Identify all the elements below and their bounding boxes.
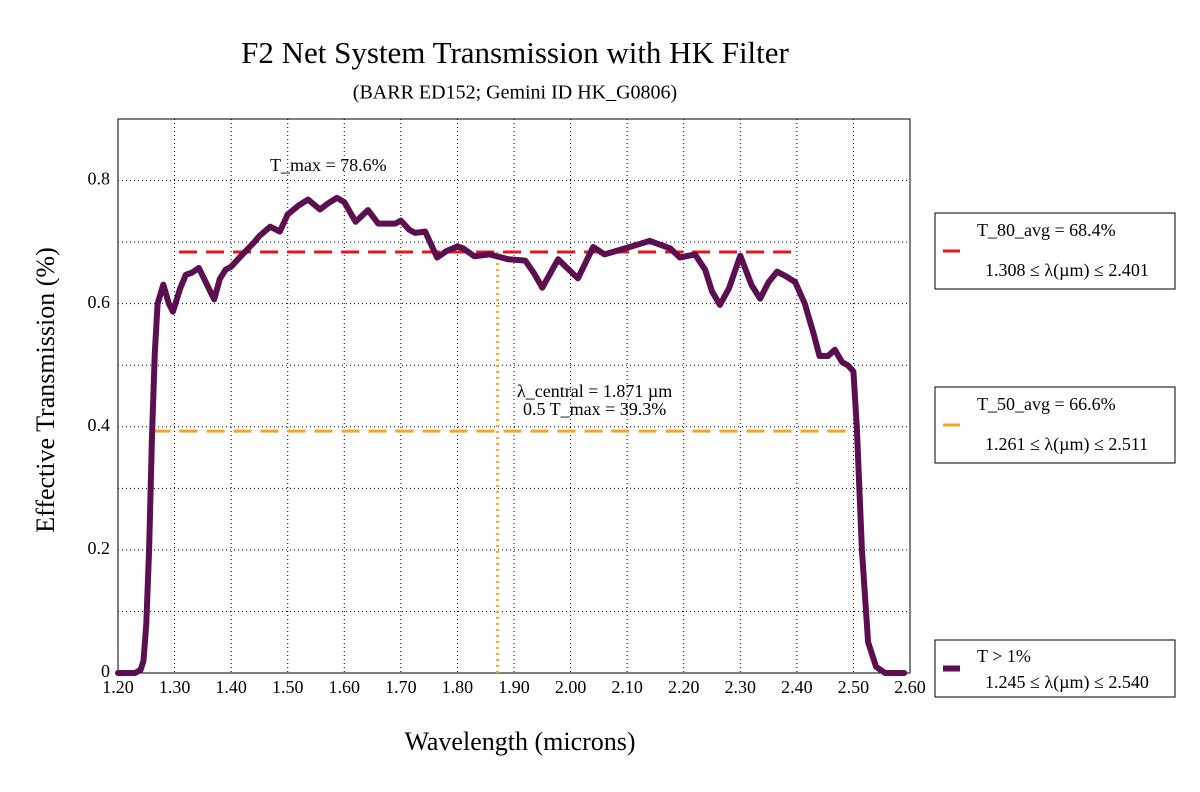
legend-entry: T_80_avg = 68.4% 1.308 ≤ λ(µm) ≤ 2.401 [934,212,1176,290]
annotation: λ_central = 1.871 µm [517,381,672,401]
data-line [115,194,908,676]
y-tick-label: 0.4 [88,415,111,435]
x-tick-label: 1.70 [385,677,417,697]
x-tick-label: 2.10 [611,677,643,697]
x-tick-label: 1.20 [102,677,134,697]
y-axis-label: Effective Transmission (%) [31,247,60,533]
legend-label: T_50_avg = 66.6% [977,394,1116,414]
annotation: 0.5 T_max = 39.3% [523,399,666,419]
y-tick-label: 0.2 [88,538,111,558]
x-tick-label: 1.50 [272,677,304,697]
x-tick-label: 1.30 [159,677,191,697]
x-tick-label: 2.00 [555,677,587,697]
x-tick-label: 2.40 [781,677,813,697]
chart-title: F2 Net System Transmission with HK Filte… [241,35,789,70]
legend-range: 1.308 ≤ λ(µm) ≤ 2.401 [985,260,1149,281]
x-axis-label: Wavelength (microns) [404,727,635,756]
x-tick-label: 2.20 [668,677,700,697]
legend-label: T_80_avg = 68.4% [977,220,1116,240]
x-tick-label: 2.60 [894,677,926,697]
legend-box [934,212,1176,290]
y-tick-label: 0.8 [88,169,111,189]
annotation: T_max = 78.6% [270,155,387,175]
legend-label: T > 1% [977,646,1031,666]
x-tick-label: 2.50 [838,677,870,697]
legend-entry: T > 1% 1.245 ≤ λ(µm) ≤ 2.540 [934,639,1176,698]
x-tick-label: 1.90 [498,677,530,697]
y-tick-label: 0.6 [88,292,111,312]
x-tick-label: 1.40 [215,677,247,697]
x-tick-label: 1.60 [329,677,361,697]
plot-frame [117,118,911,674]
y-tick-label: 0 [101,661,110,681]
legend-range: 1.261 ≤ λ(µm) ≤ 2.511 [985,434,1148,455]
legend-box [934,639,1176,698]
x-tick-label: 2.30 [725,677,757,697]
x-tick-label: 1.80 [442,677,474,697]
chart-subtitle: (BARR ED152; Gemini ID HK_G0806) [353,82,677,104]
legend-box [934,386,1176,464]
legend-entry: T_50_avg = 66.6% 1.261 ≤ λ(µm) ≤ 2.511 [934,386,1176,464]
legend-range: 1.245 ≤ λ(µm) ≤ 2.540 [985,672,1149,693]
